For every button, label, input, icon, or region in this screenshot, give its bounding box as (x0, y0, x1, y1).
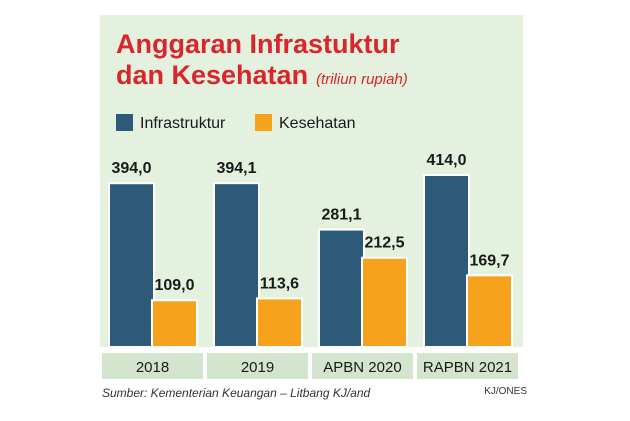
chart-title: Anggaran Infrastuktur (116, 29, 400, 59)
data-label-2-1: 109,0 (154, 277, 194, 294)
legend: Infrastruktur Kesehatan (116, 114, 356, 132)
bar-1-1 (108, 182, 155, 348)
category-band-3 (312, 353, 413, 379)
bar-1-4 (423, 174, 470, 348)
data-label-1-3: 281,1 (321, 207, 361, 224)
category-label-4: RAPBN 2021 (423, 359, 512, 376)
category-band-4 (417, 353, 518, 379)
data-label-1-2: 394,1 (216, 160, 256, 177)
legend-swatch-2 (255, 114, 272, 131)
category-label-2: 2019 (241, 359, 274, 376)
graphic-credit: KJ/ONES (484, 386, 527, 397)
data-label-1-1: 394,0 (111, 160, 151, 177)
legend-label-2: Kesehatan (279, 115, 356, 132)
category-label-1: 2018 (136, 359, 169, 376)
data-label-2-3: 212,5 (364, 235, 404, 252)
chart-footer: Sumber: Kementerian Keuangan – Litbang K… (102, 384, 527, 404)
legend-swatch-1 (116, 114, 133, 131)
data-label-2-2: 113,6 (260, 275, 299, 292)
data-label-1-4: 414,0 (426, 152, 466, 169)
bar-2-2 (256, 297, 303, 349)
category-band-1 (102, 353, 203, 379)
category-band-2 (207, 353, 308, 379)
bar-1-2 (213, 182, 260, 348)
legend-label-1: Infrastruktur (140, 115, 226, 132)
source-note: Sumber: Kementerian Keuangan – Litbang K… (102, 386, 371, 400)
chart-title-line2: dan Kesehatan (triliun rupiah) (116, 60, 408, 90)
bar-2-1 (151, 299, 198, 348)
bar-2-4 (466, 274, 513, 349)
category-labels-group: 2018 2019 APBN 2020 RAPBN 2021 (102, 353, 518, 379)
data-label-2-4: 169,7 (469, 252, 509, 269)
bar-1-3 (318, 228, 365, 348)
category-label-3: APBN 2020 (323, 359, 401, 376)
chart-title-line2-text: dan Kesehatan (116, 60, 308, 90)
bar-2-3 (361, 256, 408, 348)
chart-subtitle: (triliun rupiah) (316, 71, 408, 88)
